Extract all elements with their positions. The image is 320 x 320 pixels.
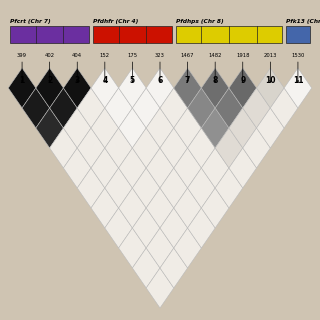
Text: 2: 2	[47, 76, 52, 85]
Polygon shape	[119, 148, 146, 188]
Polygon shape	[257, 108, 284, 148]
Polygon shape	[174, 228, 201, 268]
Polygon shape	[119, 188, 146, 228]
Bar	[176, 26, 282, 43]
Polygon shape	[22, 88, 50, 128]
Polygon shape	[146, 228, 174, 268]
Polygon shape	[8, 68, 36, 108]
Polygon shape	[91, 108, 119, 148]
Polygon shape	[119, 68, 146, 108]
Polygon shape	[174, 68, 201, 108]
Text: 152: 152	[100, 53, 110, 58]
Polygon shape	[243, 128, 270, 168]
Polygon shape	[36, 108, 63, 148]
Text: 3: 3	[75, 76, 80, 85]
Polygon shape	[119, 228, 146, 268]
Polygon shape	[160, 168, 188, 208]
Text: Pfcrt (Chr 7): Pfcrt (Chr 7)	[11, 19, 51, 24]
Polygon shape	[132, 208, 160, 248]
Polygon shape	[91, 148, 119, 188]
Polygon shape	[77, 168, 105, 208]
Polygon shape	[146, 188, 174, 228]
Polygon shape	[215, 168, 243, 208]
Bar	[11, 26, 89, 43]
Polygon shape	[270, 88, 298, 128]
Text: 404: 404	[72, 53, 82, 58]
Polygon shape	[243, 88, 270, 128]
Polygon shape	[174, 108, 201, 148]
Polygon shape	[215, 128, 243, 168]
Polygon shape	[50, 128, 77, 168]
Polygon shape	[50, 88, 77, 128]
Polygon shape	[201, 148, 229, 188]
Polygon shape	[132, 248, 160, 288]
Text: 399: 399	[17, 53, 27, 58]
Polygon shape	[146, 108, 174, 148]
Polygon shape	[105, 88, 132, 128]
Text: 2013: 2013	[264, 53, 277, 58]
Polygon shape	[105, 128, 132, 168]
Polygon shape	[91, 188, 119, 228]
Polygon shape	[188, 88, 215, 128]
Text: 9: 9	[240, 76, 245, 85]
Polygon shape	[174, 148, 201, 188]
Text: 10: 10	[265, 76, 276, 85]
Polygon shape	[215, 88, 243, 128]
Polygon shape	[132, 88, 160, 128]
Polygon shape	[132, 168, 160, 208]
Polygon shape	[63, 108, 91, 148]
Polygon shape	[188, 168, 215, 208]
Polygon shape	[160, 128, 188, 168]
Text: 1: 1	[20, 76, 25, 85]
Text: Pfdhfr (Chr 4): Pfdhfr (Chr 4)	[93, 19, 139, 24]
Polygon shape	[174, 188, 201, 228]
Polygon shape	[160, 208, 188, 248]
Text: 5: 5	[130, 76, 135, 85]
Text: 6: 6	[157, 76, 163, 85]
Polygon shape	[188, 208, 215, 248]
Polygon shape	[105, 168, 132, 208]
Text: 402: 402	[44, 53, 55, 58]
Polygon shape	[36, 68, 63, 108]
Polygon shape	[63, 148, 91, 188]
Text: Pfdhps (Chr 8): Pfdhps (Chr 8)	[176, 19, 224, 24]
Text: 4: 4	[102, 76, 108, 85]
Polygon shape	[160, 88, 188, 128]
Polygon shape	[201, 68, 229, 108]
Text: 1918: 1918	[236, 53, 250, 58]
Polygon shape	[77, 88, 105, 128]
Polygon shape	[160, 248, 188, 288]
Text: 1482: 1482	[208, 53, 222, 58]
Polygon shape	[257, 68, 284, 108]
Polygon shape	[229, 68, 257, 108]
Polygon shape	[77, 128, 105, 168]
Polygon shape	[229, 108, 257, 148]
Text: 323: 323	[155, 53, 165, 58]
Polygon shape	[105, 208, 132, 248]
Text: Pfk13 (Chr 1: Pfk13 (Chr 1	[286, 19, 320, 24]
Polygon shape	[63, 68, 91, 108]
Polygon shape	[201, 188, 229, 228]
Polygon shape	[188, 128, 215, 168]
Polygon shape	[229, 148, 257, 188]
Polygon shape	[146, 148, 174, 188]
Polygon shape	[201, 108, 229, 148]
Polygon shape	[132, 128, 160, 168]
Text: 8: 8	[212, 76, 218, 85]
Polygon shape	[146, 268, 174, 308]
Text: 7: 7	[185, 76, 190, 85]
Bar	[93, 26, 172, 43]
Polygon shape	[119, 108, 146, 148]
Bar	[286, 26, 309, 43]
Text: 11: 11	[293, 76, 303, 85]
Polygon shape	[284, 68, 312, 108]
Text: 1530: 1530	[291, 53, 305, 58]
Text: 175: 175	[127, 53, 138, 58]
Text: 1467: 1467	[181, 53, 194, 58]
Polygon shape	[146, 68, 174, 108]
Polygon shape	[91, 68, 119, 108]
